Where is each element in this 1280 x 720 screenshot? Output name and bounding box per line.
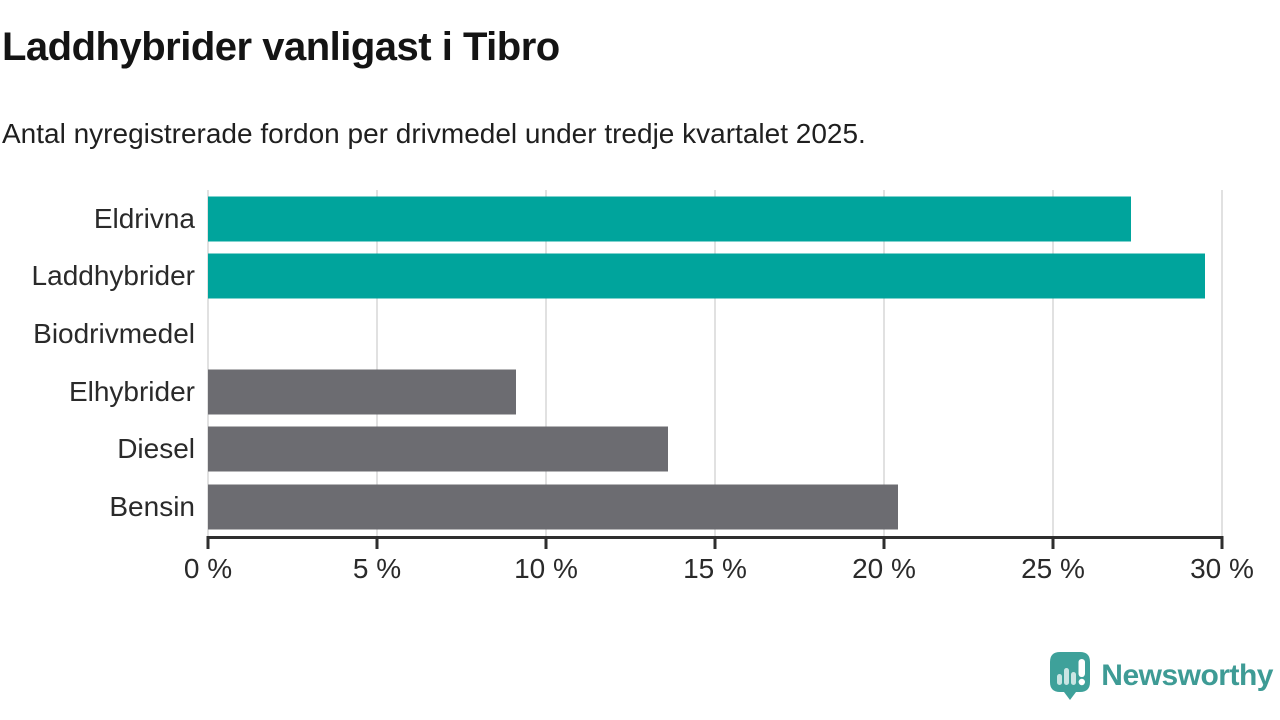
bar (208, 196, 1131, 242)
x-axis-tick (544, 536, 548, 549)
x-axis-tick-label: 20 % (852, 553, 916, 584)
horizontal-bar-chart: 0 % 5 % 10 % 15 % 20 % 25 % 30 % Eldrivna Laddhy… (32, 190, 1254, 584)
bar-row: Eldrivna (94, 190, 1222, 248)
x-axis-tick (206, 536, 210, 549)
x-axis-tick (375, 536, 379, 549)
x-axis-tick-label: 25 % (1021, 553, 1085, 584)
gridline (883, 190, 885, 536)
brand-logo: Newsworthy (1049, 651, 1273, 701)
x-axis-tick (1220, 536, 1224, 549)
gridline (1052, 190, 1054, 536)
category-label: Eldrivna (93, 202, 195, 234)
bar (208, 369, 516, 415)
category-label: Biodrivmedel (33, 318, 195, 350)
category-label: Laddhybrider (31, 260, 195, 292)
category-label: Bensin (109, 491, 195, 523)
page-title: Laddhybrider vanligast i Tibro (2, 25, 560, 69)
x-axis-tick (882, 536, 886, 549)
x-axis-tick-label: 30 % (1190, 553, 1254, 584)
bar (208, 253, 1206, 299)
newsworthy-speech-bubble-chart-icon (1050, 652, 1091, 700)
bar (208, 426, 668, 472)
gridline (376, 190, 378, 536)
x-axis-tick-label: 15 % (683, 553, 747, 584)
x-axis-tick-label: 10 % (514, 553, 578, 584)
page-subtitle: Antal nyregistrerade fordon per drivmede… (2, 118, 866, 149)
gridline (1221, 190, 1223, 536)
x-axis-tick-label: 0 % (183, 553, 233, 584)
category-label: Elhybrider (68, 375, 195, 407)
category-label: Diesel (117, 433, 195, 465)
gridline (714, 190, 716, 536)
x-axis-tick (1051, 536, 1055, 549)
x-axis-tick-label: 5 % (352, 553, 402, 584)
bar-row: Laddhybrider (32, 248, 1222, 306)
brand-name: Newsworthy (1101, 659, 1273, 692)
bar-row: Elhybrider (69, 363, 1222, 421)
x-axis-tick (713, 536, 717, 549)
gridline (545, 190, 547, 536)
bar-row: Biodrivmedel (33, 305, 1222, 363)
gridline (207, 190, 209, 536)
bar-row: Diesel (117, 421, 1222, 479)
bar (208, 484, 898, 530)
bar-row: Bensin (109, 478, 1222, 536)
